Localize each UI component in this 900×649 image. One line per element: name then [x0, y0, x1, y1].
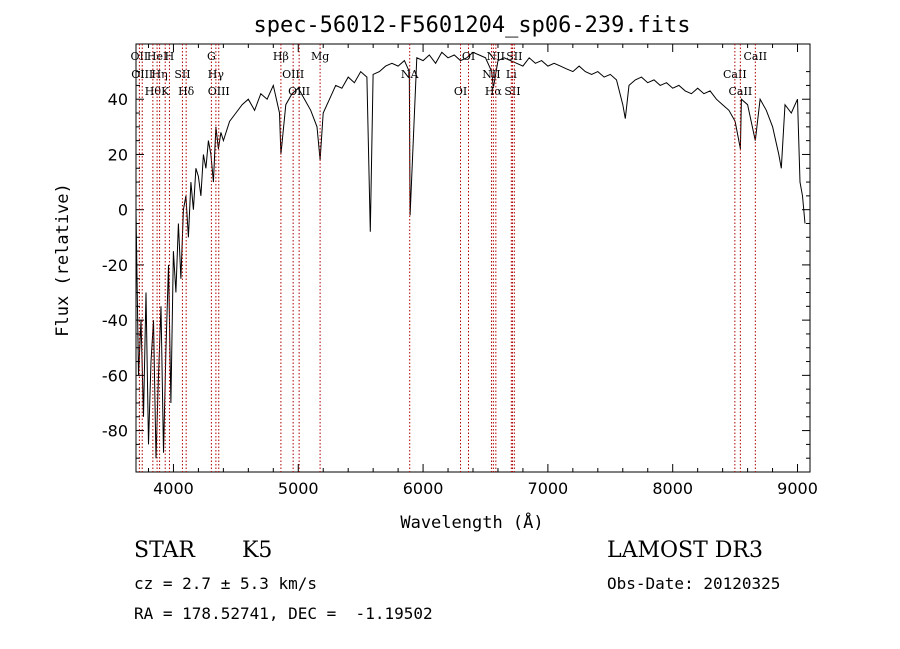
- line-marker-label: Hγ: [208, 68, 225, 81]
- line-marker-label: NII: [487, 50, 505, 63]
- line-marker-label: SII: [174, 68, 190, 81]
- object-class: STAR: [134, 538, 195, 563]
- chart-title: spec-56012-F5601204_sp06-239.fits: [253, 13, 690, 38]
- x-tick-label: 8000: [652, 479, 693, 498]
- line-marker-label: OIII: [282, 68, 304, 81]
- y-axis-label: Flux (relative): [53, 183, 73, 337]
- line-marker-label: OI: [454, 85, 467, 98]
- line-marker-label: Hη: [151, 68, 167, 81]
- line-marker-label: OIII: [288, 85, 310, 98]
- spectrum-line-0: [135, 51, 806, 459]
- line-marker-label: OIII: [208, 85, 230, 98]
- x-tick-label: 7000: [528, 479, 569, 498]
- line-marker-label: Hθ: [145, 85, 162, 98]
- x-tick-label: 6000: [403, 479, 444, 498]
- x-axis-label: Wavelength (Å): [400, 511, 543, 533]
- survey-name: LAMOST DR3: [607, 538, 763, 563]
- line-marker-label: HeI: [147, 50, 167, 63]
- x-axis: 4000 5000 6000 7000 8000 9000: [147, 44, 818, 498]
- line-marker-label: Hβ: [273, 50, 289, 63]
- line-marker-label: OIII: [131, 68, 153, 81]
- x-tick-label: 4000: [153, 479, 194, 498]
- line-marker-label: Hδ: [178, 85, 195, 98]
- line-marker-label: NII: [482, 68, 500, 81]
- line-marker-label: K: [161, 85, 170, 98]
- plot-area: [135, 51, 806, 459]
- line-marker-label: OII: [131, 50, 149, 63]
- line-marker-label: OI: [462, 50, 475, 63]
- line-marker-label: G: [207, 50, 216, 63]
- line-marker-label: Mg: [311, 50, 329, 63]
- observation-date: Obs-Date: 20120325: [607, 574, 781, 593]
- y-tick-label: 20: [108, 145, 128, 164]
- line-marker-label: SII: [506, 50, 522, 63]
- y-tick-label: -80: [102, 422, 128, 441]
- line-marker-label: Hα: [485, 85, 503, 98]
- y-tick-label: 40: [108, 90, 128, 109]
- line-marker-label: NA: [401, 68, 420, 81]
- y-axis: -80 -60 -40 -20 0 20 40: [102, 71, 810, 459]
- y-tick-label: -40: [102, 311, 128, 330]
- line-marker-label: H: [165, 50, 175, 63]
- line-marker-label: CaII: [723, 68, 747, 81]
- y-tick-label: 0: [118, 201, 128, 220]
- y-tick-label: -20: [102, 256, 128, 275]
- ra-dec: RA = 178.52741, DEC = -1.19502: [134, 604, 433, 623]
- line-marker-label: SII: [504, 85, 520, 98]
- plot-frame: [135, 43, 811, 473]
- y-tick-label: -60: [102, 366, 128, 385]
- line-marker-label: CaII: [729, 85, 753, 98]
- x-tick-label: 9000: [777, 479, 818, 498]
- line-marker-label: Li: [506, 68, 517, 81]
- line-marker-label: CaII: [743, 50, 767, 63]
- emission-line-markers: OII OIII Hθ HeI Hη K H SII Hδ G Hγ OIII Hβ OIII OIII Mg…: [131, 44, 767, 472]
- x-tick-label: 5000: [278, 479, 319, 498]
- redshift-cz: cz = 2.7 ± 5.3 km/s: [134, 574, 318, 593]
- spectral-subclass: K5: [242, 538, 273, 563]
